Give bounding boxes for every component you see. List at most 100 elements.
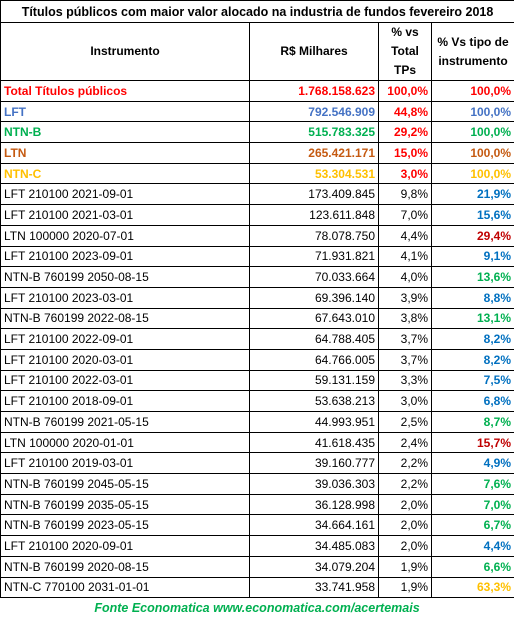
table-cell: 7,0% [379,205,432,226]
table-cell: 13,6% [432,267,514,288]
table-cell: LFT 210100 2021-03-01 [1,205,250,226]
table-cell: NTN-B 760199 2023-05-15 [1,515,250,536]
table-cell: 100,0% [432,101,514,122]
table-cell: 2,2% [379,474,432,495]
table-cell: 100,0% [379,81,432,102]
table-cell: 7,6% [432,474,514,495]
table-cell: 3,9% [379,287,432,308]
table-cell: NTN-B 760199 2050-08-15 [1,267,250,288]
table-cell: NTN-B 760199 2020-08-15 [1,556,250,577]
table-cell: 70.033.664 [250,267,379,288]
table-cell: 4,4% [379,225,432,246]
table-cell: 39.036.303 [250,474,379,495]
table-title: Títulos públicos com maior valor alocado… [1,1,514,23]
table-cell: 3,8% [379,308,432,329]
table-cell: 2,0% [379,494,432,515]
table-cell: 2,5% [379,412,432,433]
table-cell: 265.421.171 [250,143,379,164]
table-cell: Total Títulos públicos [1,81,250,102]
table-cell: 100,0% [432,163,514,184]
header-cell: % Vs tipo de instrumento [432,23,514,81]
table-cell: NTN-B 760199 2022-08-15 [1,308,250,329]
table-cell: 4,9% [432,453,514,474]
table-cell: 1,9% [379,577,432,598]
table-cell: 1.768.158.623 [250,81,379,102]
table-cell: 15,7% [432,432,514,453]
table-cell: NTN-B 760199 2035-05-15 [1,494,250,515]
header-cell: Instrumento [1,23,250,81]
table-cell: 8,7% [432,412,514,433]
table-cell: 123.611.848 [250,205,379,226]
table-cell: NTN-B [1,122,250,143]
source-note: Fonte Economatica www.economatica.com/ac… [0,598,514,618]
table-cell: 515.783.325 [250,122,379,143]
table-cell: 1,9% [379,556,432,577]
table-cell: 34.079.204 [250,556,379,577]
table-cell: NTN-C 770100 2031-01-01 [1,577,250,598]
table-cell: 4,1% [379,246,432,267]
table-cell: 15,6% [432,205,514,226]
table-cell: LFT 210100 2022-09-01 [1,329,250,350]
table-cell: 53.304.531 [250,163,379,184]
table-cell: 34.664.161 [250,515,379,536]
table-cell: 41.618.435 [250,432,379,453]
table-cell: 8,8% [432,287,514,308]
table-cell: 67.643.010 [250,308,379,329]
table-cell: LTN [1,143,250,164]
table-cell: NTN-B 760199 2021-05-15 [1,412,250,433]
table-cell: 64.788.405 [250,329,379,350]
table-cell: 29,4% [432,225,514,246]
header-cell: R$ Milhares [250,23,379,81]
table-cell: 64.766.005 [250,349,379,370]
table-cell: 34.485.083 [250,536,379,557]
table-cell: 44,8% [379,101,432,122]
table-cell: LFT 210100 2020-09-01 [1,536,250,557]
table-cell: 8,2% [432,349,514,370]
table-cell: LFT [1,101,250,122]
title-row: Títulos públicos com maior valor alocado… [1,1,514,23]
table-cell: 63,3% [432,577,514,598]
table-cell: 9,8% [379,184,432,205]
table-cell: 33.741.958 [250,577,379,598]
table-cell: 6,8% [432,391,514,412]
table-cell: 53.638.213 [250,391,379,412]
table-cell: LFT 210100 2020-03-01 [1,349,250,370]
table-cell: 2,4% [379,432,432,453]
table-cell: 69.396.140 [250,287,379,308]
table-cell: 3,0% [379,391,432,412]
table-cell: 173.409.845 [250,184,379,205]
table-cell: 4,0% [379,267,432,288]
table-cell: LFT 210100 2022-03-01 [1,370,250,391]
table-cell: 7,5% [432,370,514,391]
table-cell: 44.993.951 [250,412,379,433]
table-cell: 39.160.777 [250,453,379,474]
table-cell: 59.131.159 [250,370,379,391]
table-cell: 78.078.750 [250,225,379,246]
table-cell: 6,7% [432,515,514,536]
table-cell: 3,7% [379,329,432,350]
table-cell: LFT 210100 2023-03-01 [1,287,250,308]
table-cell: 9,1% [432,246,514,267]
table-cell: 29,2% [379,122,432,143]
table-cell: 2,0% [379,536,432,557]
table-cell: LTN 100000 2020-01-01 [1,432,250,453]
table-cell: 6,6% [432,556,514,577]
table-cell: 4,4% [432,536,514,557]
